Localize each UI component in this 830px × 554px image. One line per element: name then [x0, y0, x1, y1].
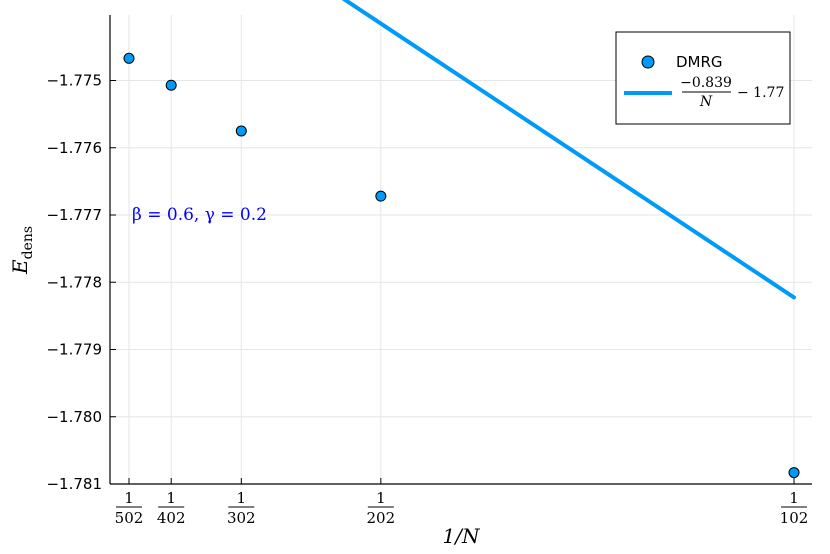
dmrg-point — [165, 79, 177, 91]
x-tick-denominator: 302 — [227, 509, 256, 527]
x-tick-numerator: 1 — [166, 489, 176, 507]
y-tick-label: −1.777 — [46, 206, 102, 224]
legend-scatter-label: DMRG — [676, 53, 723, 71]
y-tick-label: −1.779 — [46, 341, 102, 359]
legend: DMRG −0.839 N − 1.77 — [615, 31, 791, 125]
x-tick-denominator: 202 — [367, 509, 396, 527]
y-tick-label: −1.775 — [46, 72, 102, 90]
y-axis-title: Edens — [8, 226, 36, 275]
y-tick-label: −1.778 — [46, 273, 102, 291]
dmrg-point — [123, 52, 135, 64]
x-tick-numerator: 1 — [124, 489, 134, 507]
y-ticks: −1.781 −1.780 −1.779 −1.778 −1.777 −1.776 −1.7… — [46, 72, 116, 493]
legend-fit-suffix: − 1.77 — [737, 85, 784, 101]
y-axis-title-symbol: E — [8, 259, 32, 275]
x-tick-denominator: 402 — [157, 509, 186, 527]
x-tick-denominator: 502 — [115, 509, 144, 527]
dmrg-point — [788, 467, 800, 479]
y-tick-label: −1.780 — [46, 408, 102, 426]
legend-box — [615, 31, 791, 125]
legend-scatter-marker — [641, 55, 655, 69]
dmrg-point — [375, 190, 387, 202]
legend-fit-numerator: −0.839 — [680, 75, 732, 91]
y-axis-title-subscript: dens — [20, 226, 36, 259]
dmrg-series — [123, 52, 800, 479]
x-axis-title-text: 1/N — [443, 524, 481, 548]
fit-line — [341, 0, 796, 300]
fit-line-series — [341, 0, 796, 300]
legend-fit-denominator: N — [699, 94, 713, 110]
y-tick-label: −1.776 — [46, 139, 102, 157]
x-tick-numerator: 1 — [789, 489, 799, 507]
parameter-annotation: β = 0.6, γ = 0.2 — [132, 205, 267, 225]
y-tick-label: −1.781 — [46, 475, 102, 493]
x-tick-numerator: 1 — [376, 489, 386, 507]
grid — [110, 15, 812, 485]
x-tick-numerator: 1 — [237, 489, 247, 507]
y-axis-title-main: Edens — [8, 226, 36, 275]
x-axis-title: 1/N — [443, 524, 481, 548]
dmrg-point — [235, 125, 247, 137]
x-tick-denominator: 102 — [780, 509, 809, 527]
